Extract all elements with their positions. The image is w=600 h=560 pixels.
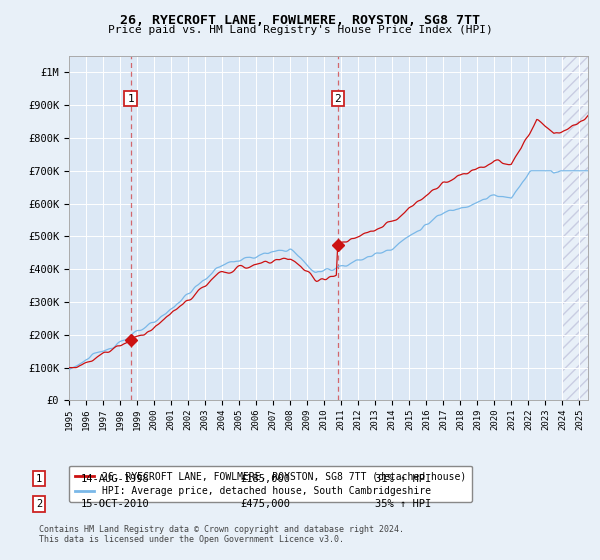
Text: 14-AUG-1998: 14-AUG-1998 <box>81 474 150 484</box>
Text: Contains HM Land Registry data © Crown copyright and database right 2024.
This d: Contains HM Land Registry data © Crown c… <box>39 525 404 544</box>
Text: 35% ↑ HPI: 35% ↑ HPI <box>375 499 431 509</box>
Text: 1: 1 <box>36 474 42 484</box>
Legend: 26, RYECROFT LANE, FOWLMERE, ROYSTON, SG8 7TT (detached house), HPI: Average pri: 26, RYECROFT LANE, FOWLMERE, ROYSTON, SG… <box>68 465 472 502</box>
Text: 31% ↑ HPI: 31% ↑ HPI <box>375 474 431 484</box>
Text: £475,000: £475,000 <box>240 499 290 509</box>
Bar <box>562 56 588 400</box>
Text: Price paid vs. HM Land Registry's House Price Index (HPI): Price paid vs. HM Land Registry's House … <box>107 25 493 35</box>
Text: 15-OCT-2010: 15-OCT-2010 <box>81 499 150 509</box>
Text: 1: 1 <box>127 94 134 104</box>
Text: 2: 2 <box>334 94 341 104</box>
Bar <box>562 56 588 400</box>
Text: 26, RYECROFT LANE, FOWLMERE, ROYSTON, SG8 7TT: 26, RYECROFT LANE, FOWLMERE, ROYSTON, SG… <box>120 14 480 27</box>
Text: 2: 2 <box>36 499 42 509</box>
Text: £185,000: £185,000 <box>240 474 290 484</box>
